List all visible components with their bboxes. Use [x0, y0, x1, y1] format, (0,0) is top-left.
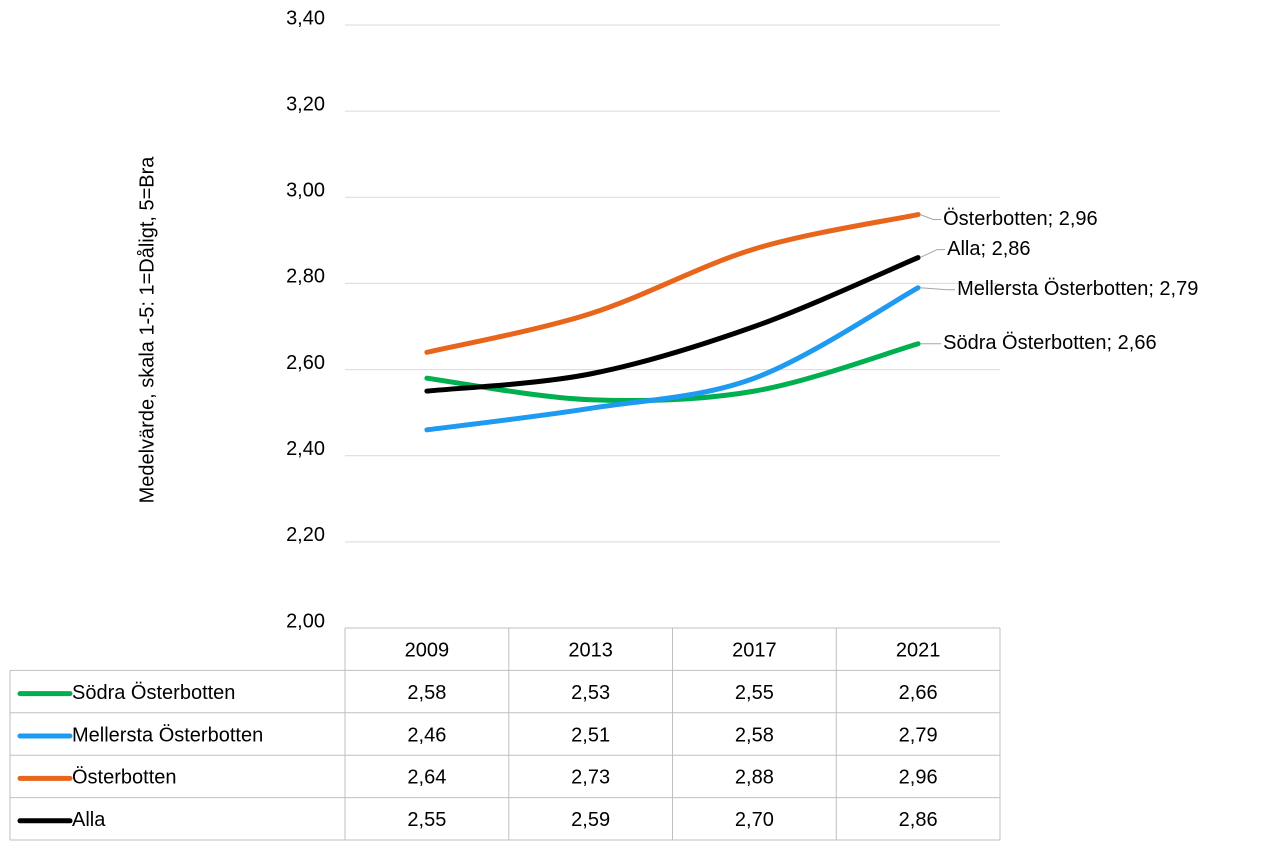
x-tick-label: 2013	[568, 639, 613, 661]
series-line	[424, 285, 921, 433]
table-value: 2,46	[407, 724, 446, 746]
table-value: 2,51	[571, 724, 610, 746]
table-value: 2,58	[407, 682, 446, 704]
table-value: 2,58	[735, 724, 774, 746]
table-value: 2,66	[899, 682, 938, 704]
y-tick-label: 2,80	[286, 266, 325, 288]
table-value: 2,73	[571, 767, 610, 789]
table-value: 2,86	[899, 809, 938, 831]
y-tick-label: 3,00	[286, 180, 325, 202]
leader-line	[919, 214, 942, 221]
end-label: Södra Österbotten; 2,66	[943, 332, 1156, 354]
x-tick-label: 2021	[896, 639, 941, 661]
series-line	[424, 341, 921, 404]
x-tick-label: 2017	[732, 639, 777, 661]
y-tick-label: 3,20	[286, 93, 325, 115]
leader-line	[920, 287, 956, 291]
series-line	[424, 255, 921, 394]
table-value: 2,55	[407, 809, 446, 831]
y-tick-label: 2,20	[286, 524, 325, 546]
y-tick-label: 3,40	[286, 7, 325, 29]
table-value: 2,55	[735, 682, 774, 704]
end-label: Österbotten; 2,96	[943, 208, 1098, 230]
series-line	[424, 212, 921, 355]
legend-label: Södra Österbotten	[72, 682, 235, 704]
y-tick-label: 2,00	[286, 610, 325, 632]
y-axis-label: Medelvärde, skala 1-5: 1=Dåligt, 5=Bra	[136, 156, 158, 504]
table-value: 2,96	[899, 767, 938, 789]
y-tick-label: 2,60	[286, 352, 325, 374]
table-value: 2,59	[571, 809, 610, 831]
y-tick-label: 2,40	[286, 438, 325, 460]
x-tick-label: 2009	[405, 639, 450, 661]
legend-label: Österbotten	[72, 767, 177, 789]
table-value: 2,70	[735, 809, 774, 831]
table-value: 2,88	[735, 767, 774, 789]
end-label: Alla; 2,86	[947, 238, 1030, 260]
table-value: 2,53	[571, 682, 610, 704]
end-label: Mellersta Österbotten; 2,79	[957, 278, 1198, 300]
legend-label: Mellersta Österbotten	[72, 724, 263, 746]
leader-line	[919, 249, 946, 259]
legend-label: Alla	[72, 809, 106, 831]
table-value: 2,64	[407, 767, 446, 789]
table-value: 2,79	[899, 724, 938, 746]
